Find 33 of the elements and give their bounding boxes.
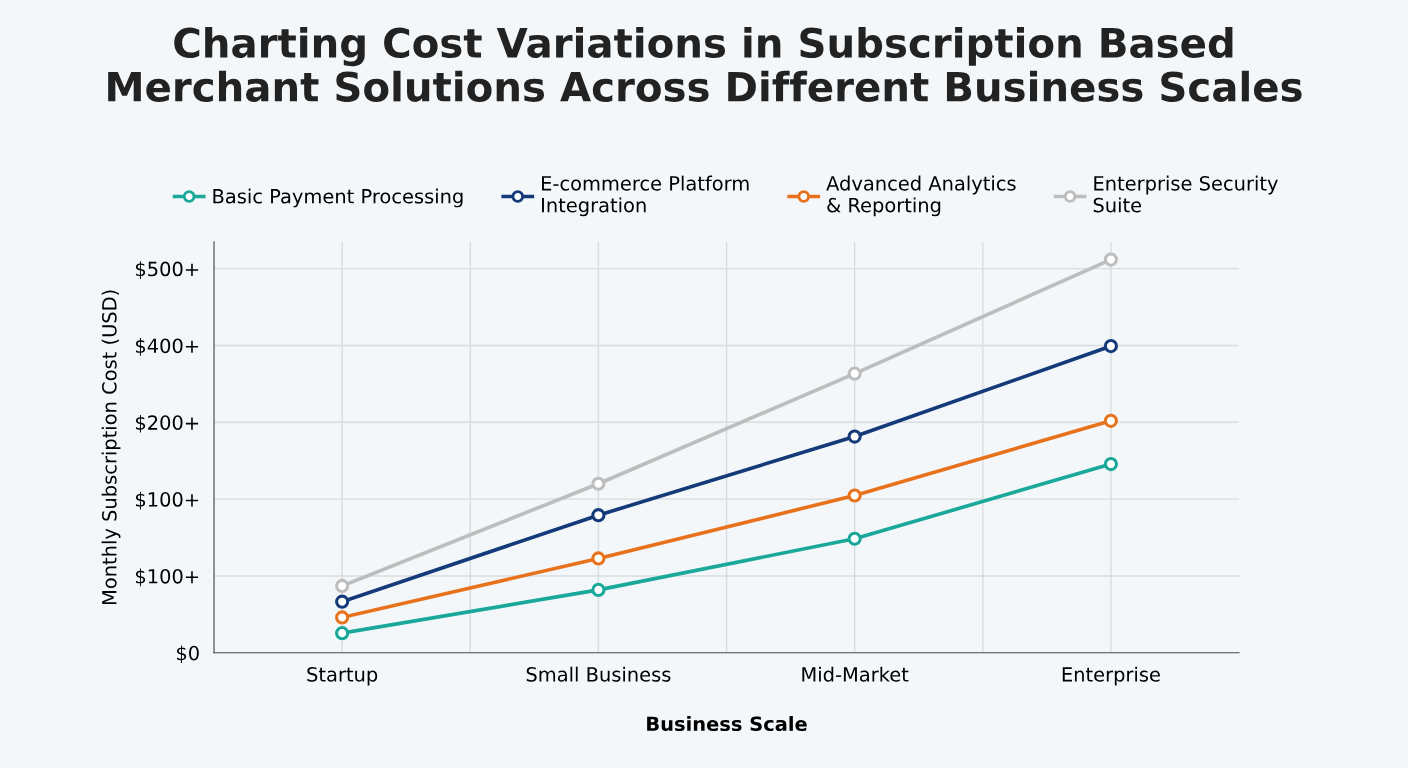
x-tick-label: Startup <box>307 667 378 686</box>
legend-label: Basic Payment Processing <box>213 188 463 208</box>
x-tick-label: Small Business <box>526 666 671 682</box>
text: $100+ <box>135 568 199 587</box>
point <box>591 476 606 491</box>
point <box>1103 413 1118 428</box>
point <box>847 366 862 381</box>
x-tick-label: Enterprise <box>1062 666 1160 686</box>
point <box>591 582 606 597</box>
point <box>591 551 606 566</box>
legend-label: E-commerce Platform Integration <box>542 175 749 217</box>
point <box>847 429 862 444</box>
point <box>591 508 606 523</box>
y-axis-title: Monthly Subscription Cost (USD) <box>101 290 121 605</box>
chart-title: Charting Cost Variations in Subscription Based Merchant Solutions Across Different Business Scales <box>108 26 1302 102</box>
point <box>847 531 862 546</box>
text: $0 <box>177 645 199 664</box>
text: $500+ <box>135 261 199 279</box>
point <box>335 594 350 609</box>
point <box>1103 252 1118 267</box>
point <box>335 578 350 594</box>
text: $200+ <box>135 414 199 433</box>
x-tick-label: Mid-Market <box>802 666 909 682</box>
point <box>847 488 862 503</box>
point <box>335 626 350 641</box>
text: $400+ <box>135 338 199 356</box>
point <box>1103 339 1118 354</box>
point <box>335 610 350 625</box>
legend-label: Enterprise Security Suite <box>1093 175 1278 213</box>
point <box>1103 456 1118 472</box>
x-axis-title: Business Scale <box>647 716 807 732</box>
text: $100+ <box>135 491 199 510</box>
legend-label: Advanced Analytics & Reporting <box>826 175 1016 217</box>
